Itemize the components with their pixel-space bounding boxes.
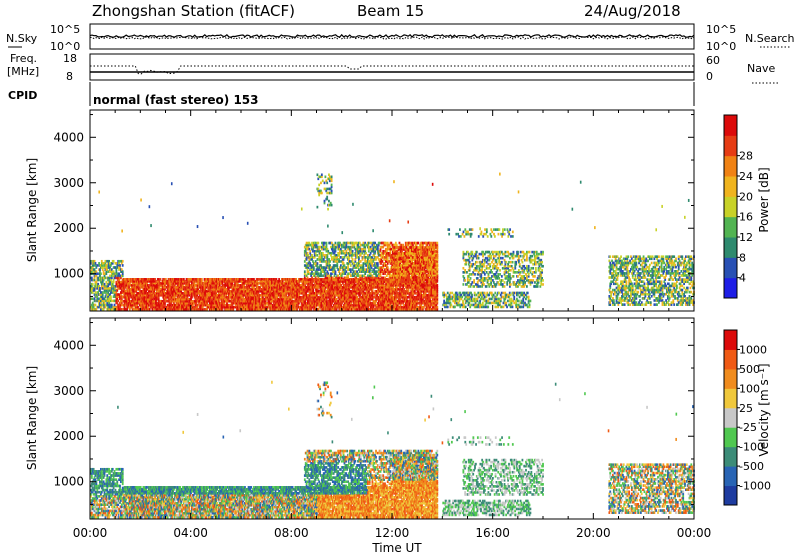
echo-cell xyxy=(95,291,97,294)
echo-cell xyxy=(160,278,162,281)
echo-cell xyxy=(95,262,97,265)
nsearch-tick-bottom: 10^0 xyxy=(706,40,736,53)
echo-cell xyxy=(121,308,123,311)
echo-cell xyxy=(92,297,94,300)
freq-panel xyxy=(90,54,694,80)
echo-cell xyxy=(111,300,113,303)
freq-trace xyxy=(90,66,694,74)
nsky-line xyxy=(90,35,694,37)
echo-cell xyxy=(111,304,113,307)
power-heatmap xyxy=(90,173,695,311)
station-title: Zhongshan Station (fitACF) xyxy=(92,2,295,20)
echo-cell xyxy=(155,280,157,283)
nsky-tick-top: 10^5 xyxy=(50,23,80,36)
nsearch-label: N.Search xyxy=(745,32,795,45)
freq-tick-top: 18 xyxy=(63,52,77,65)
echo-cell xyxy=(122,264,124,267)
echo-cell xyxy=(105,277,107,280)
echo-cell xyxy=(110,295,112,298)
nsearch-line xyxy=(90,37,694,39)
echo-cell xyxy=(95,304,97,307)
date-label: 24/Aug/2018 xyxy=(584,2,681,20)
nave-label: Nave xyxy=(747,62,775,75)
echo-cell xyxy=(104,272,106,275)
echo-cell xyxy=(122,270,124,273)
echo-cell xyxy=(100,272,102,275)
nave-tick-bottom: 0 xyxy=(706,70,713,83)
echo-cell xyxy=(119,264,121,267)
echo-cell xyxy=(117,300,119,303)
echo-cell xyxy=(201,278,203,281)
freq-label-1: Freq. xyxy=(10,52,37,65)
echo-cell xyxy=(133,308,135,311)
echo-cell xyxy=(96,272,98,275)
echo-cell xyxy=(107,270,109,273)
cpid-label: CPID xyxy=(8,89,37,102)
freq-tick-bottom: 8 xyxy=(66,70,73,83)
echo-cell xyxy=(99,287,101,290)
echo-cell xyxy=(163,278,165,281)
freq-label-2: [MHz] xyxy=(7,65,39,78)
echo-cell xyxy=(122,260,124,263)
echo-cell xyxy=(204,308,206,311)
echo-cell xyxy=(102,291,104,294)
echo-cell xyxy=(109,275,111,278)
cpid-text: normal (fast stereo) 153 xyxy=(93,93,259,107)
nsearch-tick-top: 10^5 xyxy=(706,23,736,36)
echo-cell xyxy=(96,264,98,267)
echo-cell xyxy=(105,264,107,267)
echo-cell xyxy=(118,260,120,263)
echo-cell xyxy=(113,260,115,263)
summary-plot: Zhongshan Station (fitACF) Beam 15 24/Au… xyxy=(0,0,800,554)
echo-cell xyxy=(114,304,116,307)
nsky-panel xyxy=(90,24,694,49)
nsky-trace xyxy=(90,35,694,39)
echo-cell xyxy=(196,304,198,307)
nsky-label: N.Sky xyxy=(6,32,38,45)
nave-tick-top: 60 xyxy=(706,54,720,67)
echo-cell xyxy=(92,283,94,286)
beam-label: Beam 15 xyxy=(357,2,424,20)
